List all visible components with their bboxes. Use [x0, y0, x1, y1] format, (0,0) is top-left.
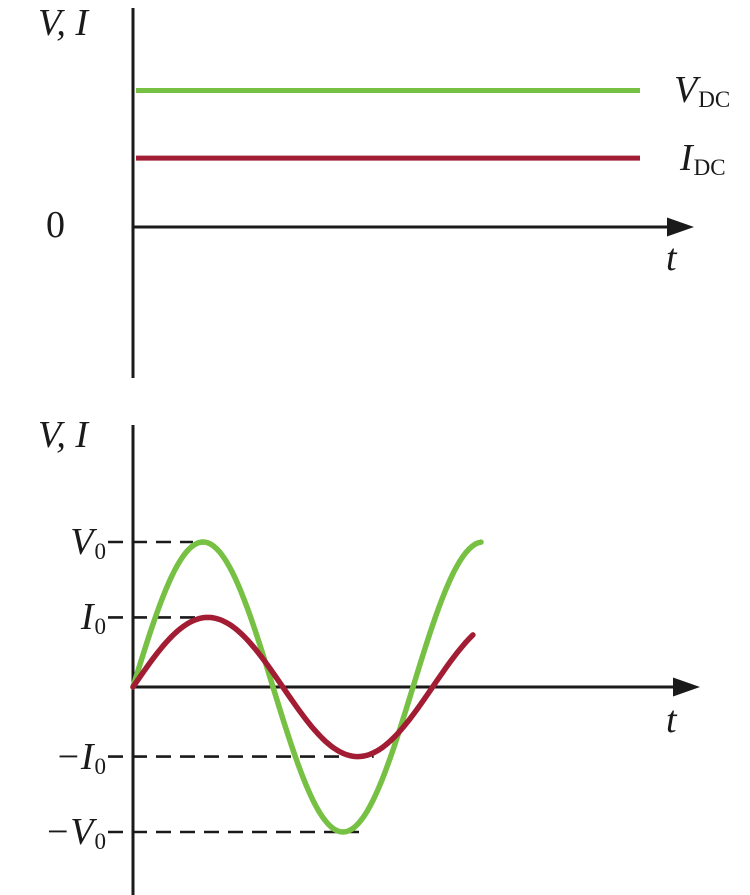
ac-x-axis-arrowhead: [673, 677, 700, 697]
ac-tick-i0-subscript: 0: [94, 614, 107, 640]
ac-x-axis-label: t: [666, 699, 677, 741]
ac-series-group: [130, 539, 484, 835]
ac-tick-label-neg-v0: −V0: [0, 813, 106, 853]
dc-voltage-symbol: V: [674, 69, 698, 111]
ac-tick-label-v0: V0: [0, 523, 106, 563]
dc-chart-canvas: [131, 8, 694, 378]
dc-x-axis-arrowhead: [667, 217, 694, 237]
ac-curve-v: [130, 539, 484, 835]
ac-y-axis-label: V, I: [38, 414, 88, 456]
dc-series-group: [136, 88, 640, 161]
ac-tick-neg-v0-symbol: −V: [44, 811, 94, 853]
ac-tick-v0-subscript: 0: [94, 539, 107, 565]
ac-tick-label-i0: I0: [0, 598, 106, 638]
ac-chart-canvas: [108, 425, 700, 895]
dc-current-subscript: DC: [693, 155, 726, 181]
ac-tick-neg-i0-subscript: 0: [94, 754, 107, 780]
ac-tick-neg-i0-symbol: −I: [55, 736, 94, 778]
dc-x-axis-label: t: [666, 237, 677, 279]
ac-tick-i0-symbol: I: [80, 596, 94, 638]
ac-guides-group: [108, 540, 374, 834]
ac-tick-v0-symbol: V: [70, 521, 94, 563]
dc-voltage-subscript: DC: [698, 87, 731, 113]
dc-current-symbol: I: [680, 137, 693, 179]
dc-current-line-label: IDC: [680, 139, 726, 179]
ac-tick-label-neg-i0: −I0: [0, 738, 106, 778]
dc-voltage-line-label: VDC: [674, 71, 730, 111]
ac-tick-neg-v0-subscript: 0: [94, 829, 107, 855]
ac-curve-i: [130, 614, 476, 760]
dc-origin-label: 0: [46, 204, 65, 246]
dc-y-axis-label: V, I: [38, 2, 88, 44]
